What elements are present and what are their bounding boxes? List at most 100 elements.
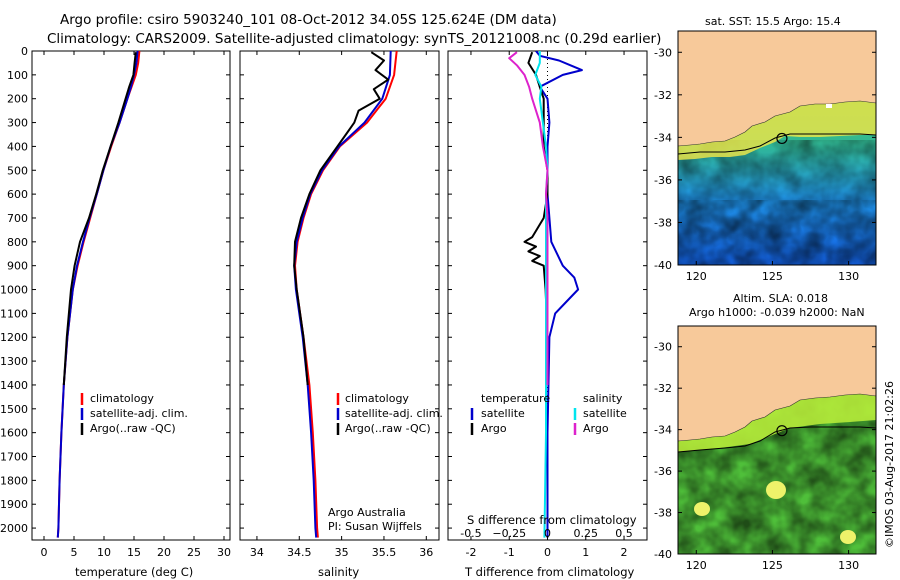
map-sst-warm-coast (678, 101, 876, 160)
s-tick-label: −0.25 (492, 527, 526, 540)
map-y-tick-label: -40 (654, 259, 672, 272)
salinity-plot-area (293, 51, 398, 538)
map-y-tick-label: -38 (654, 507, 672, 520)
x-tick-label: 0 (544, 546, 551, 559)
s-tick-label: -0.5 (460, 527, 481, 540)
map-sst-title: sat. SST: 15.5 Argo: 15.4 (705, 15, 841, 28)
y-tick-label: 700 (7, 212, 28, 225)
salinity-xlabel: salinity (318, 565, 359, 579)
difference-plot-area (508, 51, 583, 540)
salinity-panel (239, 50, 440, 541)
difference-s-xlabel: S difference from climatology (467, 513, 637, 527)
map-sla-contour (678, 426, 876, 453)
y-tick-label: 1800 (0, 474, 28, 487)
x-tick-label: 25 (187, 546, 201, 559)
x-tick-label: 15 (127, 546, 141, 559)
legend-satellite-label: satellite-adj. clim. (345, 407, 443, 420)
legend-t-argo-label: Argo (481, 422, 507, 435)
y-tick-label: 1000 (0, 284, 28, 297)
x-tick-label: 20 (157, 546, 171, 559)
map-sla-high-spot (766, 481, 786, 499)
legend-climatology-label: climatology (345, 392, 409, 405)
map-sla-coastline (678, 393, 876, 442)
s-tick-label: 0 (544, 527, 551, 540)
map-y-tick-label: -40 (654, 548, 672, 561)
map-y-tick-label: -38 (654, 216, 672, 229)
salinity-axes: 34 34.5 35 35.5 36 (240, 50, 439, 559)
map-sla-axes: -30 -32 -34 -36 -38 -40 120 125 130 (654, 341, 876, 572)
map-y-tick-label: -30 (654, 341, 672, 354)
map-x-tick-label: 125 (762, 270, 783, 283)
map-x-tick-label: 125 (762, 559, 783, 572)
imos-timestamp: ©IMOS 03-Aug-2017 21:02:26 (883, 381, 896, 548)
map-x-tick-label: 130 (838, 559, 859, 572)
y-tick-label: 100 (7, 69, 28, 82)
y-tick-label: 1500 (0, 403, 28, 416)
salinity-annotation-line2: PI: Susan Wijffels (328, 520, 422, 533)
legend-t-satellite-label: satellite (481, 407, 525, 420)
map-y-tick-label: -34 (654, 131, 672, 144)
y-tick-label: 2000 (0, 522, 28, 535)
map-x-tick-label: 130 (838, 270, 859, 283)
difference-legend: temperature salinity satellite Argo sate… (470, 392, 627, 435)
map-sla (678, 326, 876, 554)
map-sst-argo-marker (776, 132, 788, 145)
map-sla-land (678, 326, 876, 441)
map-sst-coastline (678, 100, 876, 147)
temperature-xlabel: temperature (deg C) (75, 565, 193, 579)
x-tick-label: 34 (250, 546, 264, 559)
y-tick-label: 800 (7, 236, 28, 249)
y-tick-label: 1700 (0, 451, 28, 464)
y-tick-label: 1600 (0, 427, 28, 440)
map-sst-contour (678, 133, 876, 155)
map-y-tick-label: -36 (654, 174, 672, 187)
map-sst (678, 31, 876, 265)
y-tick-label: 600 (7, 188, 28, 201)
map-sla-subtitle: Argo h1000: -0.039 h2000: NaN (689, 306, 865, 319)
x-tick-label: 0 (41, 546, 48, 559)
legend-argo-label: Argo(..raw -QC) (345, 422, 431, 435)
map-sla-frame (677, 325, 877, 555)
map-y-tick-label: -36 (654, 465, 672, 478)
difference-t-xlabel: T difference from climatology (464, 565, 635, 579)
y-tick-label: 1900 (0, 498, 28, 511)
s-tick-label: 0.5 (615, 527, 633, 540)
map-x-tick-label: 120 (686, 270, 707, 283)
y-tick-label: 1300 (0, 355, 28, 368)
legend-s-argo-label: Argo (583, 422, 609, 435)
x-tick-label: 30 (217, 546, 231, 559)
figure-title-line2: Climatology: CARS2009. Satellite-adjuste… (47, 31, 661, 47)
difference-axes: -2 -1 0 1 2 -0.5 −0.25 0 0.25 0.5 (448, 50, 647, 559)
y-tick-label: 1200 (0, 331, 28, 344)
x-tick-label: 35 (335, 546, 349, 559)
temperature-plot-area (56, 51, 141, 538)
temperature-legend: climatology satellite-adj. clim. Argo(..… (80, 392, 188, 435)
legend-climatology-label: climatology (90, 392, 154, 405)
salinity-legend: climatology satellite-adj. clim. Argo(..… (336, 392, 443, 435)
x-tick-label: -2 (465, 546, 476, 559)
y-tick-label: 1400 (0, 379, 28, 392)
map-sla-high-spot (694, 502, 710, 516)
x-tick-label: 35.5 (372, 546, 397, 559)
s-tick-label: 0.25 (574, 527, 599, 540)
legend-satellite-label: satellite-adj. clim. (90, 407, 188, 420)
map-sst-axes: -30 -32 -34 -36 -38 -40 120 125 130 (654, 46, 876, 283)
series-line-argo-raw-qc (62, 52, 137, 386)
y-tick-label: 500 (7, 164, 28, 177)
map-sst-nodata (826, 104, 832, 108)
series-line-argo-raw-qc (293, 51, 390, 386)
map-sla-argo-marker (776, 425, 788, 437)
map-y-tick-label: -30 (654, 46, 672, 59)
y-tick-label: 1100 (0, 307, 28, 320)
y-tick-label: 400 (7, 140, 28, 153)
legend-temperature-title: temperature (481, 392, 550, 405)
temperature-panel (31, 50, 231, 541)
x-tick-label: 36 (419, 546, 433, 559)
x-tick-label: 34.5 (287, 546, 312, 559)
y-tick-label: 300 (7, 117, 28, 130)
y-tick-label: 200 (7, 93, 28, 106)
series-line-satellite-adj-clim (293, 51, 392, 538)
map-sst-frame (677, 30, 877, 266)
map-sst-land (678, 31, 876, 146)
